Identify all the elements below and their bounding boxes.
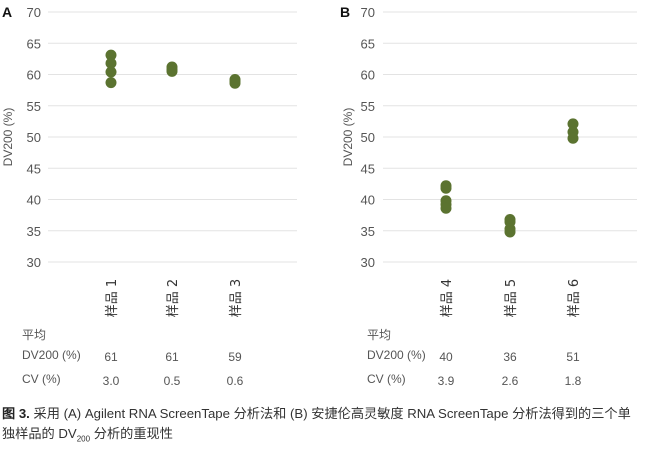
table-row-label: CV (%) xyxy=(22,372,61,386)
data-point xyxy=(440,182,452,194)
y-tick-label: 40 xyxy=(27,193,41,208)
y-tick-label: 35 xyxy=(27,224,41,239)
table-cell: 61 xyxy=(104,350,118,364)
data-point xyxy=(105,57,117,69)
data-point xyxy=(440,202,452,214)
caption-line1: 采用 (A) Agilent RNA ScreenTape 分析法和 (B) 安… xyxy=(33,406,631,421)
y-tick-label: 55 xyxy=(27,99,41,114)
table-row-label: DV200 (%) xyxy=(22,348,81,362)
table-header-mean: 平均 xyxy=(367,328,392,342)
data-point xyxy=(105,77,117,89)
y-tick-label: 30 xyxy=(27,255,41,270)
x-tick-label: 样品 1 xyxy=(105,279,120,317)
data-point xyxy=(229,77,241,89)
data-point xyxy=(504,226,516,238)
y-axis-label: DV200 (%) xyxy=(341,108,355,167)
data-point xyxy=(166,65,178,77)
data-point xyxy=(105,66,117,78)
table-row-label: CV (%) xyxy=(367,372,406,386)
table-cell: 59 xyxy=(228,350,242,364)
y-tick-label: 70 xyxy=(361,5,375,20)
y-tick-label: 30 xyxy=(361,255,375,270)
table-cell: 36 xyxy=(503,350,517,364)
y-tick-label: 65 xyxy=(27,36,41,51)
y-tick-label: 45 xyxy=(27,161,41,176)
x-tick-label: 样品 3 xyxy=(229,279,244,317)
data-point xyxy=(567,132,579,144)
data-point xyxy=(105,49,117,61)
caption-line2-post: 分析的重现性 xyxy=(90,426,173,441)
caption-line2-pre: 独样品的 DV xyxy=(2,426,77,441)
y-tick-label: 55 xyxy=(361,99,375,114)
table-row-label: DV200 (%) xyxy=(367,348,426,362)
x-tick-label: 样品 2 xyxy=(166,279,181,317)
table-cell: 3.0 xyxy=(102,374,120,388)
table-cell: 2.6 xyxy=(501,374,519,388)
table-cell: 61 xyxy=(165,350,179,364)
table-cell: 0.6 xyxy=(226,374,244,388)
y-tick-label: 45 xyxy=(361,161,375,176)
x-tick-label: 样品 6 xyxy=(567,279,582,317)
caption-subscript: 200 xyxy=(76,434,91,444)
y-tick-label: 60 xyxy=(27,68,41,83)
y-tick-label: 65 xyxy=(361,36,375,51)
y-tick-label: 50 xyxy=(361,130,375,145)
table-cell: 3.9 xyxy=(437,374,455,388)
panel-label-a: A xyxy=(2,4,13,20)
figure-caption: 图 3. 采用 (A) Agilent RNA ScreenTape 分析法和 … xyxy=(2,404,648,450)
table-cell: 0.5 xyxy=(163,374,181,388)
scatter-charts: 30 35 40 45 50 55 60 65 70 DV200 (%) 样品 1 样品 2 样品 3 3… xyxy=(1,5,637,317)
y-tick-label: 40 xyxy=(361,193,375,208)
table-cell: 51 xyxy=(566,350,580,364)
y-tick-label: 35 xyxy=(361,224,375,239)
data-point xyxy=(567,118,579,130)
y-tick-label: 60 xyxy=(361,68,375,83)
x-tick-label: 样品 5 xyxy=(504,279,519,317)
panel-label-b: B xyxy=(340,4,351,20)
x-tick-label: 样品 4 xyxy=(440,279,455,317)
y-tick-label: 70 xyxy=(27,5,41,20)
table-cell: 40 xyxy=(439,350,453,364)
y-axis-label: DV200 (%) xyxy=(1,108,15,167)
table-header-mean: 平均 xyxy=(22,328,47,342)
table-cell: 1.8 xyxy=(564,374,582,388)
caption-label: 图 3. xyxy=(2,406,30,421)
y-tick-label: 50 xyxy=(27,130,41,145)
